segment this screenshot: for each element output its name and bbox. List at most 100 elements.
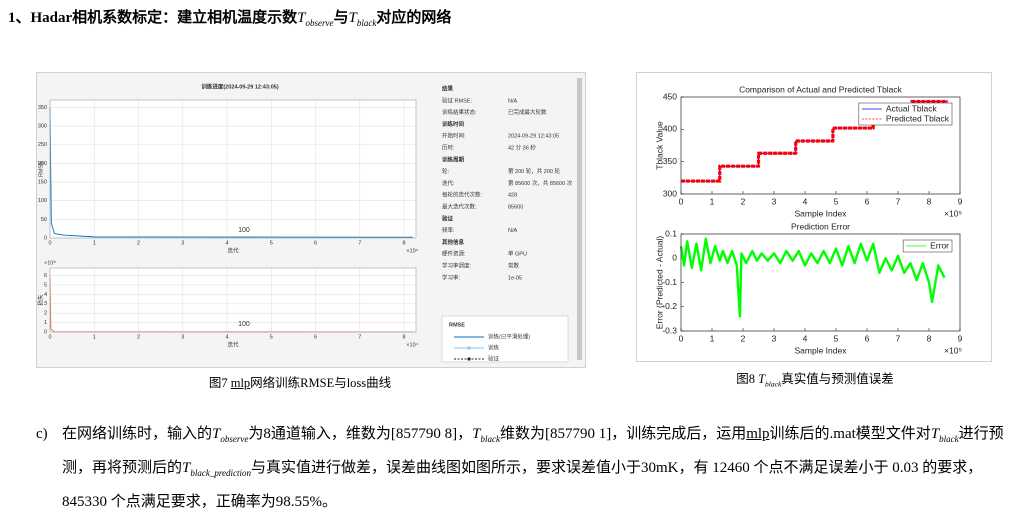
- x-tick-label: 4: [803, 333, 808, 343]
- x-multiplier: ×10⁵: [944, 345, 962, 355]
- annotation: 100: [238, 321, 250, 328]
- legend-label: Actual Tblack: [886, 103, 938, 113]
- x-tick-label: 6: [314, 240, 317, 246]
- chart-title: Prediction Error: [791, 221, 850, 231]
- text: 训练后的.mat模型文件对: [769, 426, 931, 442]
- series-line: [679, 237, 946, 318]
- var-sub: black_prediction: [190, 468, 252, 478]
- legend-label: Error: [930, 240, 949, 250]
- legend-marker: [467, 346, 471, 350]
- y-tick-label: 150: [38, 180, 47, 186]
- var-base: T: [297, 10, 306, 26]
- x-tick-label: 0: [48, 334, 51, 340]
- var-sub: observe: [305, 18, 334, 28]
- variable: Tblack: [472, 426, 500, 444]
- annotation: 100: [238, 227, 250, 234]
- x-tick-label: 6: [314, 334, 317, 340]
- y-tick-label: 200: [38, 161, 47, 167]
- x-tick-label: 8: [927, 333, 932, 343]
- y-tick-label: 1: [44, 320, 47, 326]
- y-tick-label: -0.2: [662, 301, 677, 311]
- var-sub: observe: [220, 434, 249, 444]
- panel-label: 每轮的迭代次数:: [442, 191, 483, 199]
- panel-value: 单 GPU: [508, 250, 527, 258]
- plot-area: [50, 268, 416, 332]
- var-sub: black: [356, 18, 377, 28]
- x-tick-label: 3: [772, 333, 777, 343]
- legend-marker: [467, 357, 471, 361]
- text: 与真实值进行做差，误差曲线图如图所示，要求误差值小于30mK，有 12460 个…: [62, 460, 983, 510]
- x-tick-label: 2: [137, 334, 140, 340]
- caption: 图7 mlp网络训练RMSE与loss曲线: [209, 372, 391, 391]
- x-tick-label: 8: [403, 240, 406, 246]
- x-tick-label: 0: [679, 333, 684, 343]
- panel-value: 2024-09-29 12:43:05: [508, 134, 559, 140]
- y-tick-label: 100: [38, 198, 47, 204]
- y-tick-label: 2: [44, 311, 47, 317]
- var-base: T: [212, 426, 221, 442]
- text: 进行预测，再将预测后的: [62, 426, 1004, 476]
- x-tick-label: 9: [958, 196, 963, 206]
- y-tick-label: 300: [38, 124, 47, 130]
- x-tick-label: 7: [896, 196, 901, 206]
- x-tick-label: 9: [958, 333, 963, 343]
- x-multiplier: ×10⁴: [406, 341, 418, 348]
- text: 对应的网络: [376, 10, 452, 26]
- panel-label: 历时:: [442, 143, 455, 151]
- panel-value: N/A: [508, 98, 518, 104]
- y-tick-label: 450: [663, 91, 677, 101]
- y-tick-label: 350: [663, 156, 677, 166]
- var-base: T: [930, 426, 940, 442]
- y-tick-label: 300: [663, 188, 677, 198]
- x-axis-label: Sample Index: [795, 208, 848, 218]
- x-tick-label: 8: [927, 196, 932, 206]
- panel-section: 其他信息: [442, 238, 465, 246]
- x-axis-label: 迭代: [227, 246, 239, 254]
- x-tick-label: 6: [865, 333, 870, 343]
- x-tick-label: 7: [358, 240, 361, 246]
- plot-area: [50, 100, 416, 238]
- panel-value: N/A: [508, 228, 518, 234]
- x-tick-label: 8: [403, 334, 406, 340]
- y-tick-label: 6: [44, 273, 47, 279]
- panel-label: 训练结果状态:: [442, 108, 477, 116]
- y-axis-label: Error (Predicted - Actual): [654, 236, 664, 330]
- y-tick-label: 350: [38, 105, 47, 111]
- x-axis-label: 迭代: [227, 340, 239, 348]
- x-tick-label: 4: [225, 334, 228, 340]
- x-tick-label: 1: [710, 196, 715, 206]
- series-line: [49, 107, 413, 238]
- y-tick-label: 0: [44, 329, 47, 335]
- x-tick-label: 0: [679, 196, 684, 206]
- y-tick-label: 0: [44, 235, 47, 241]
- x-tick-label: 5: [834, 333, 839, 343]
- legend-box: [858, 102, 953, 126]
- panel-label: 开始时间:: [442, 132, 466, 140]
- panel-section: 验证: [442, 214, 454, 222]
- panel-label: 验证 RMSE:: [442, 96, 472, 104]
- legend: Error: [902, 239, 953, 253]
- heading: 1、Hadar相机系数标定：建立相机温度示数Tobserve与Tblack对应的…: [8, 6, 451, 28]
- x-tick-label: 5: [834, 196, 839, 206]
- x-multiplier: ×10⁵: [944, 208, 962, 218]
- var-sub: black: [765, 379, 782, 389]
- x-tick-label: 2: [741, 196, 746, 206]
- panel-value: 85600: [508, 204, 523, 210]
- panel-value: 42 分 36 秒: [508, 143, 536, 151]
- y-tick-label: 4: [44, 292, 47, 298]
- y-tick-label: 5: [44, 282, 47, 288]
- y-tick-label: 3: [44, 301, 47, 307]
- panel-label: 轮:: [442, 167, 450, 175]
- panel-section: 训练时间: [442, 120, 465, 128]
- text: 图7: [208, 376, 231, 390]
- text: 在网络训练时，输入的: [62, 426, 213, 442]
- panel-value: 第 85600 次，共 85600 次: [508, 179, 573, 187]
- x-tick-label: 2: [137, 240, 140, 246]
- y-tick-label: 0.1: [665, 228, 677, 238]
- y-tick-label: -0.1: [662, 277, 677, 287]
- panel-label: 迭代:: [442, 179, 455, 187]
- list-marker: c): [36, 426, 48, 442]
- legend-label: Predicted Tblack: [886, 113, 950, 123]
- panel-value: 1e-05: [508, 275, 522, 281]
- x-tick-label: 3: [772, 196, 777, 206]
